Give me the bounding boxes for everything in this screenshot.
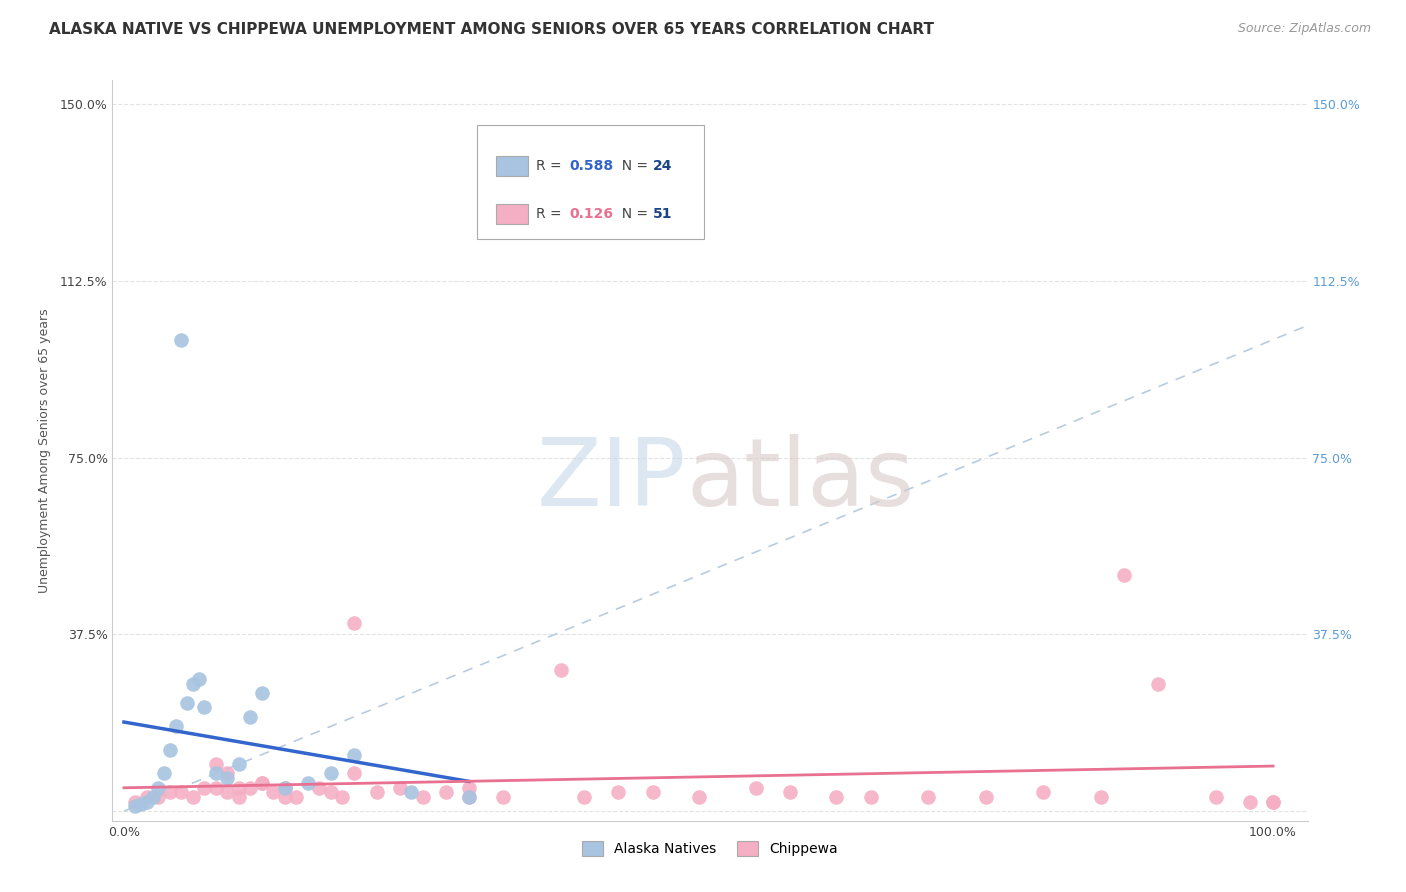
Point	[159, 743, 181, 757]
Point	[1205, 790, 1227, 805]
Point	[136, 790, 159, 805]
Text: N =: N =	[613, 207, 652, 221]
Point	[319, 766, 342, 780]
Point	[434, 785, 457, 799]
Point	[274, 780, 297, 795]
Point	[1239, 795, 1261, 809]
Point	[974, 790, 997, 805]
Point	[1147, 677, 1170, 691]
Point	[193, 780, 215, 795]
Point	[550, 663, 572, 677]
Point	[492, 790, 515, 805]
Point	[205, 757, 228, 772]
Point	[343, 615, 366, 630]
Y-axis label: Unemployment Among Seniors over 65 years: Unemployment Among Seniors over 65 years	[38, 308, 52, 593]
Text: Source: ZipAtlas.com: Source: ZipAtlas.com	[1237, 22, 1371, 36]
Point	[136, 795, 159, 809]
Point	[825, 790, 848, 805]
Point	[170, 785, 193, 799]
Point	[239, 710, 262, 724]
Point	[1112, 568, 1135, 582]
Text: N =: N =	[613, 159, 652, 173]
Point	[239, 780, 262, 795]
Point	[412, 790, 434, 805]
Point	[297, 776, 319, 790]
Point	[181, 677, 204, 691]
FancyBboxPatch shape	[496, 204, 529, 224]
Point	[607, 785, 630, 799]
Point	[170, 333, 193, 347]
Point	[228, 780, 250, 795]
Point	[457, 790, 479, 805]
Point	[457, 780, 479, 795]
Point	[250, 686, 273, 700]
Point	[205, 780, 228, 795]
Text: atlas: atlas	[686, 434, 914, 526]
Point	[779, 785, 801, 799]
Point	[217, 785, 239, 799]
Point	[228, 790, 250, 805]
Point	[124, 799, 146, 814]
Point	[165, 719, 187, 733]
Point	[262, 785, 284, 799]
Point	[148, 790, 170, 805]
Point	[193, 700, 215, 714]
FancyBboxPatch shape	[477, 125, 704, 239]
Legend: Alaska Natives, Chippewa: Alaska Natives, Chippewa	[576, 836, 844, 862]
Point	[153, 766, 176, 780]
Point	[388, 780, 411, 795]
Point	[1090, 790, 1112, 805]
Point	[1261, 795, 1284, 809]
Point	[250, 776, 273, 790]
Point	[343, 766, 366, 780]
Point	[285, 790, 308, 805]
Point	[401, 785, 423, 799]
Point	[457, 790, 479, 805]
Point	[1261, 795, 1284, 809]
Point	[205, 766, 228, 780]
Point	[176, 696, 198, 710]
Point	[319, 785, 342, 799]
Point	[124, 795, 146, 809]
Point	[1032, 785, 1054, 799]
Point	[217, 766, 239, 780]
Text: R =: R =	[536, 207, 565, 221]
Point	[228, 757, 250, 772]
Point	[142, 790, 165, 805]
Text: ZIP: ZIP	[537, 434, 686, 526]
Point	[187, 672, 209, 686]
Point	[917, 790, 939, 805]
Text: 0.588: 0.588	[569, 159, 613, 173]
Point	[308, 780, 330, 795]
Point	[274, 790, 297, 805]
Point	[250, 776, 273, 790]
Point	[745, 780, 768, 795]
Point	[343, 747, 366, 762]
Text: 0.126: 0.126	[569, 207, 613, 221]
Point	[641, 785, 664, 799]
Point	[159, 785, 181, 799]
Point	[148, 780, 170, 795]
Text: 24: 24	[652, 159, 672, 173]
Point	[330, 790, 353, 805]
Point	[217, 771, 239, 785]
Point	[274, 780, 297, 795]
Point	[366, 785, 388, 799]
Text: R =: R =	[536, 159, 565, 173]
FancyBboxPatch shape	[496, 156, 529, 176]
Text: 51: 51	[652, 207, 672, 221]
Point	[129, 797, 152, 811]
Point	[688, 790, 710, 805]
Point	[181, 790, 204, 805]
Point	[572, 790, 595, 805]
Text: ALASKA NATIVE VS CHIPPEWA UNEMPLOYMENT AMONG SENIORS OVER 65 YEARS CORRELATION C: ALASKA NATIVE VS CHIPPEWA UNEMPLOYMENT A…	[49, 22, 934, 37]
Point	[859, 790, 882, 805]
